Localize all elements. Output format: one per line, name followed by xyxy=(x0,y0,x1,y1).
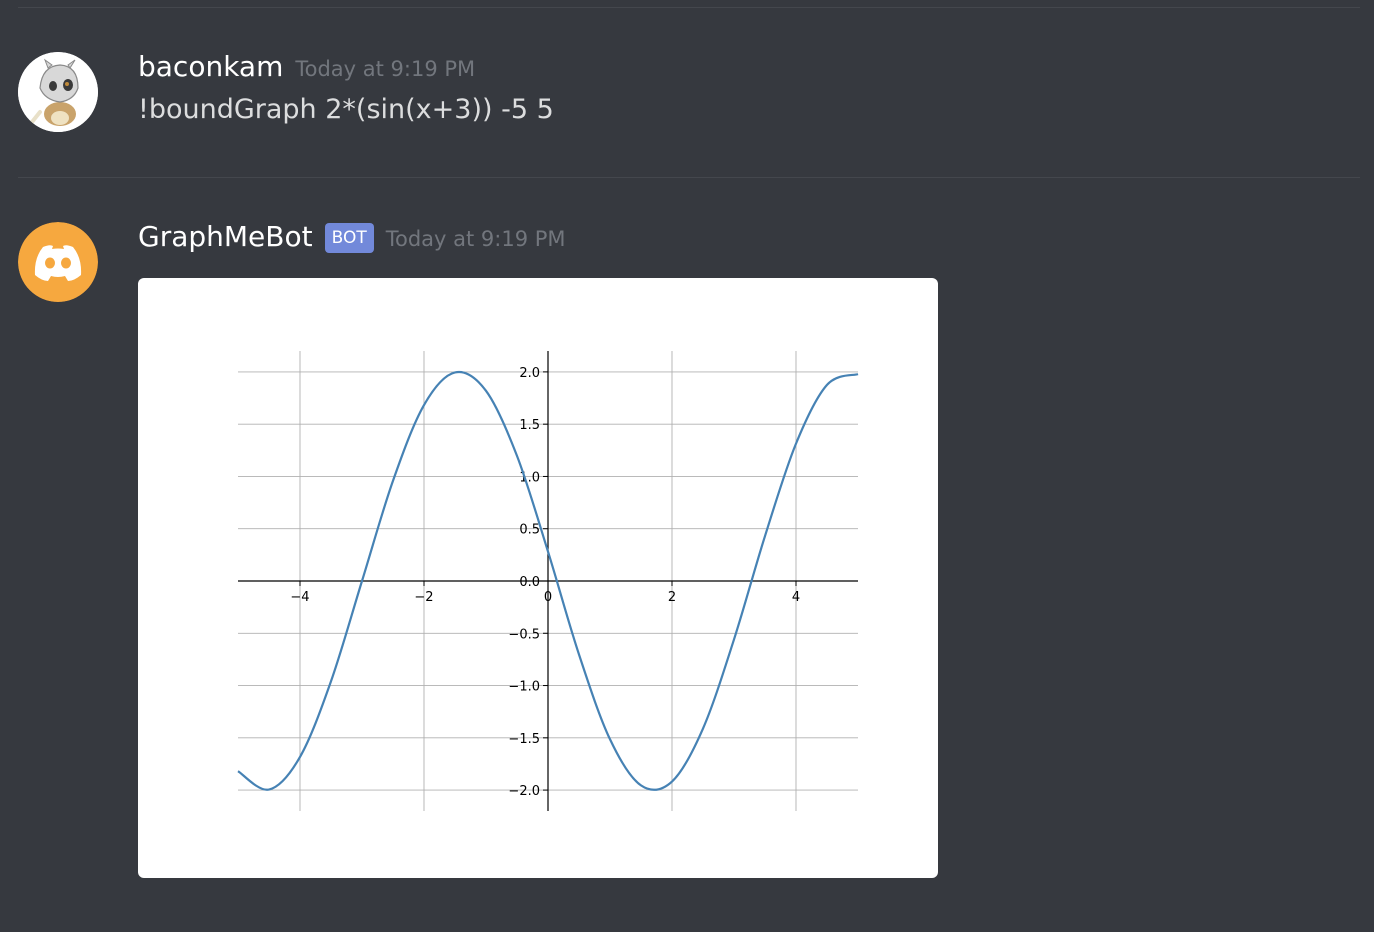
y-tick-label: −0.5 xyxy=(508,627,540,642)
username[interactable]: baconkam xyxy=(138,50,284,83)
top-divider xyxy=(18,7,1360,8)
y-tick-label: 0.0 xyxy=(519,575,540,590)
discord-logo-icon xyxy=(18,222,98,302)
y-tick-label: 2.0 xyxy=(519,366,540,381)
function-plot: −4 −2 0 2 4−2.0−1.5−1.0−0.50.00.51.01.52.0 xyxy=(237,351,859,811)
graph-image-attachment[interactable]: −4 −2 0 2 4 −2.0 −1.5 −1.0 −0.5 0.0 0.5 1.0 1.5 2.0 xyxy=(138,278,938,878)
function-line xyxy=(237,370,859,791)
message-content: !boundGraph 2*(sin(x+3)) -5 5 xyxy=(138,94,554,125)
bot-badge: BOT xyxy=(324,222,374,253)
message-header: GraphMeBot BOT Today at 9:19 PM xyxy=(138,220,566,253)
message-header: baconkam Today at 9:19 PM xyxy=(138,50,475,83)
user-avatar[interactable] xyxy=(18,52,98,132)
message-divider xyxy=(18,177,1360,178)
timestamp[interactable]: Today at 9:19 PM xyxy=(385,227,566,251)
y-tick-label: −2.0 xyxy=(508,784,540,799)
x-tick-label: 2 xyxy=(668,590,676,605)
cubone-avatar-icon xyxy=(18,52,98,132)
x-tick-label: 0 xyxy=(544,590,552,605)
y-tick-label: −1.5 xyxy=(508,732,540,747)
bot-avatar[interactable] xyxy=(18,222,98,302)
y-tick-label: −1.0 xyxy=(508,680,540,695)
x-tick-label: 4 xyxy=(792,590,800,605)
timestamp[interactable]: Today at 9:19 PM xyxy=(295,57,476,81)
y-tick-label: 1.5 xyxy=(519,418,540,433)
username[interactable]: GraphMeBot xyxy=(138,220,313,253)
x-tick-label: −4 xyxy=(290,590,309,605)
y-tick-label: 0.5 xyxy=(519,523,540,538)
x-tick-label: −2 xyxy=(414,590,433,605)
